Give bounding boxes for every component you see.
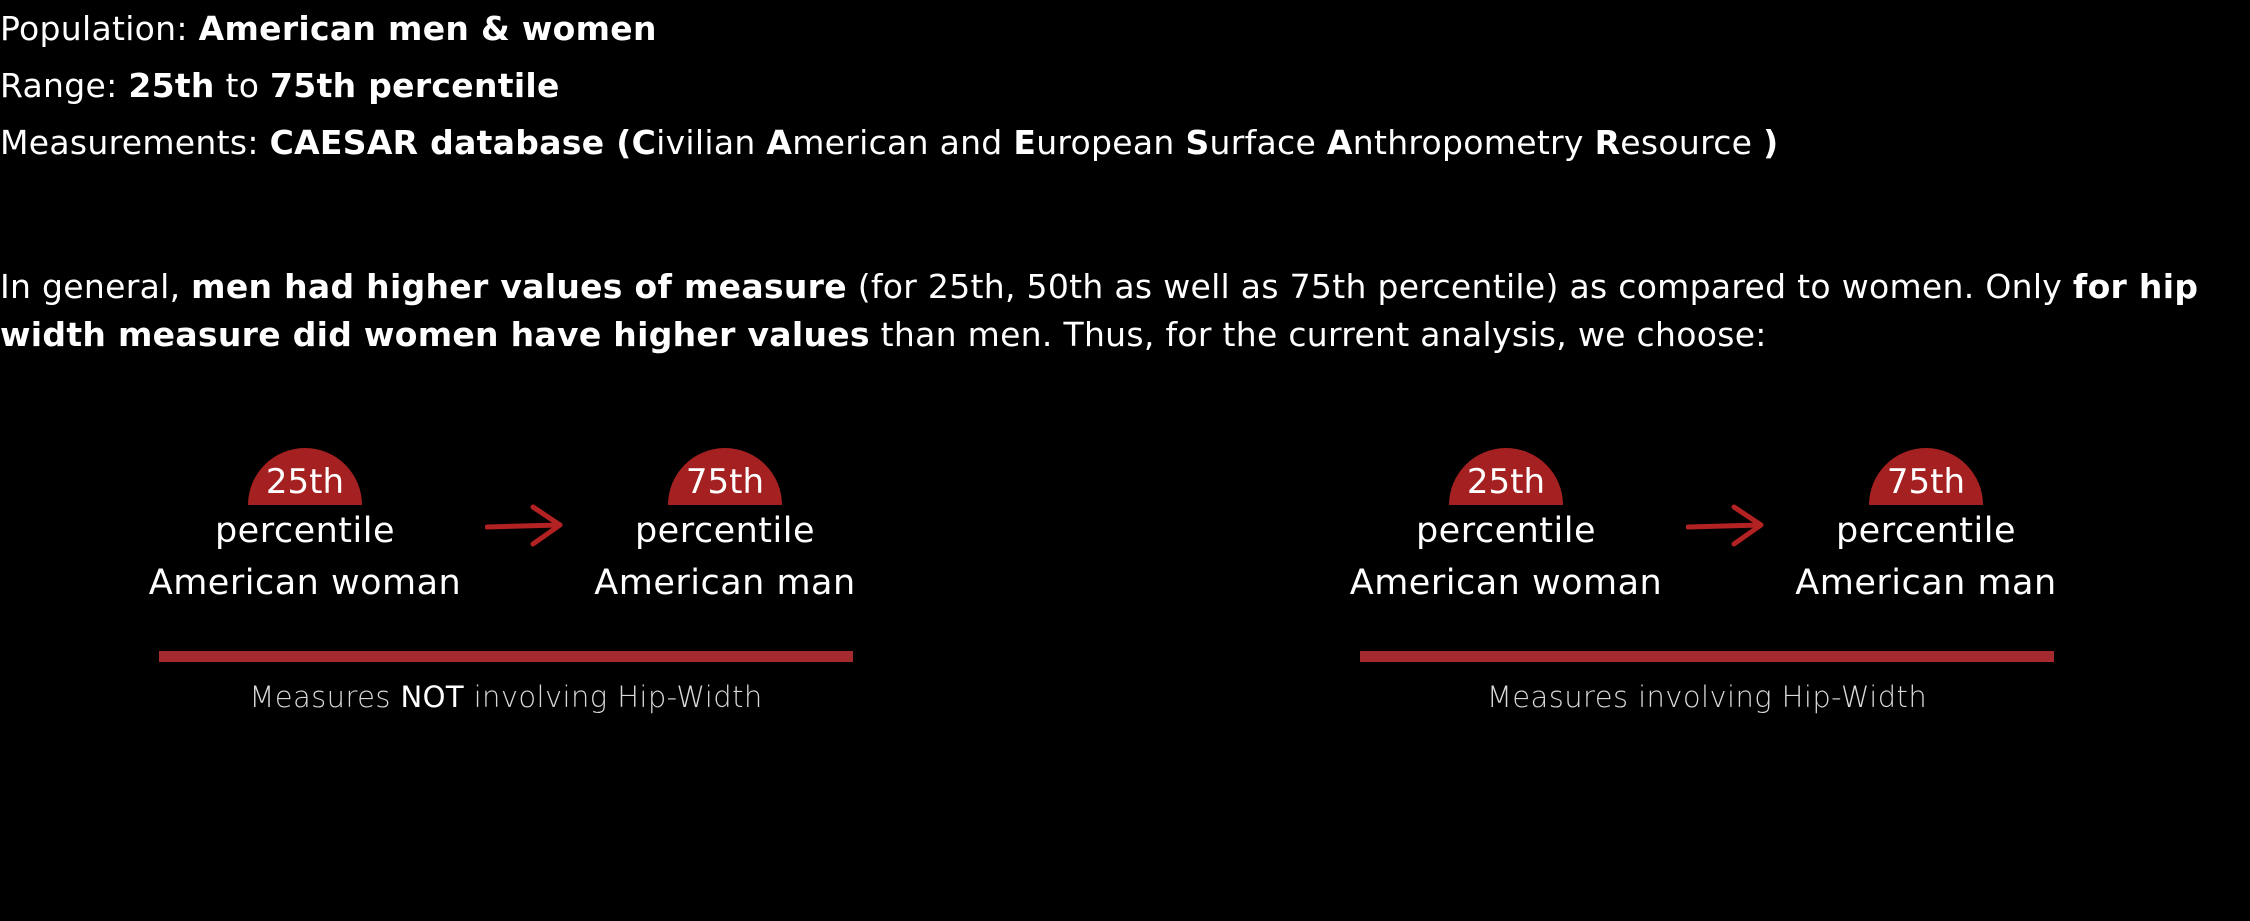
acronym-letter: A xyxy=(1326,123,1353,162)
node-line: American woman xyxy=(148,563,462,603)
percentile-badge: 25th xyxy=(248,448,362,505)
acronym-letter: C xyxy=(631,123,657,162)
measurements-line: Measurements: CAESAR database (Civilian … xyxy=(0,126,1778,159)
caption-emphasis: NOT xyxy=(400,680,464,714)
para-bold: men had higher values of measure xyxy=(191,267,847,306)
node-line: percentile xyxy=(1415,511,1597,551)
diagram-not-hip-width: 25th percentile American woman 75th perc… xyxy=(149,448,855,728)
node-line: percentile xyxy=(634,511,816,551)
range-from: 25th xyxy=(128,66,215,105)
percentile-badge: 75th xyxy=(668,448,782,505)
from-node: 25th percentile American woman xyxy=(145,448,465,609)
para-text: (for 25th, 50th as well as 75th percenti… xyxy=(857,267,2063,306)
para-text: In general, xyxy=(0,267,181,306)
diagram-caption: Measures involving Hip-Width xyxy=(1360,680,2054,714)
caption-text: involving Hip-Width xyxy=(473,680,763,714)
range-label: Range: xyxy=(0,66,118,105)
from-node: 25th percentile American woman xyxy=(1346,448,1666,609)
caption-text: Measures xyxy=(249,680,391,714)
population-line: Population: American men & women xyxy=(0,12,657,45)
percentile-badge: 25th xyxy=(1449,448,1563,505)
to-node: 75th percentile American man xyxy=(1766,448,2086,609)
measurements-db: CAESAR database ( xyxy=(269,123,632,162)
acronym-letter: A xyxy=(766,123,793,162)
para-bold: for hip width measure did women have hig… xyxy=(0,267,2199,354)
divider-bar xyxy=(159,651,853,662)
population-label: Population: xyxy=(0,9,188,48)
acronym-rest: urface xyxy=(1209,123,1317,162)
acronym-letter: S xyxy=(1185,123,1210,162)
acronym-letter: R xyxy=(1594,123,1621,162)
node-line: percentile xyxy=(214,511,396,551)
node-line: American man xyxy=(1795,563,2057,603)
divider-bar xyxy=(1360,651,2054,662)
diagram-caption: Measures NOT involving Hip-Width xyxy=(159,680,853,714)
node-line: American woman xyxy=(1349,563,1663,603)
range-line: Range: 25th to 75th percentile xyxy=(0,69,560,102)
acronym-letter: E xyxy=(1013,123,1037,162)
range-to: 75th percentile xyxy=(270,66,560,105)
summary-paragraph: In general, men had higher values of mea… xyxy=(0,263,2245,359)
arrow-right-icon xyxy=(1686,504,1764,547)
node-line: percentile xyxy=(1835,511,2017,551)
arrow-right-icon xyxy=(485,504,563,547)
acronym-rest: uropean xyxy=(1036,123,1175,162)
node-line: American man xyxy=(594,563,856,603)
acronym-rest: nthropometry xyxy=(1352,123,1584,162)
caption-text: Measures involving Hip-Width xyxy=(1486,680,1928,714)
acronym-rest: ivilian xyxy=(656,123,756,162)
diagram-hip-width: 25th percentile American woman 75th perc… xyxy=(1350,448,2056,728)
acronym-rest: esource xyxy=(1620,123,1753,162)
measurements-label: Measurements: xyxy=(0,123,259,162)
acronym-close: ) xyxy=(1763,123,1779,162)
para-text: than men. Thus, for the current analysis… xyxy=(880,315,1767,354)
percentile-badge: 75th xyxy=(1869,448,1983,505)
range-to-word: to xyxy=(225,66,260,105)
to-node: 75th percentile American man xyxy=(565,448,885,609)
acronym-rest: merican and xyxy=(792,123,1003,162)
population-value: American men & women xyxy=(198,9,657,48)
